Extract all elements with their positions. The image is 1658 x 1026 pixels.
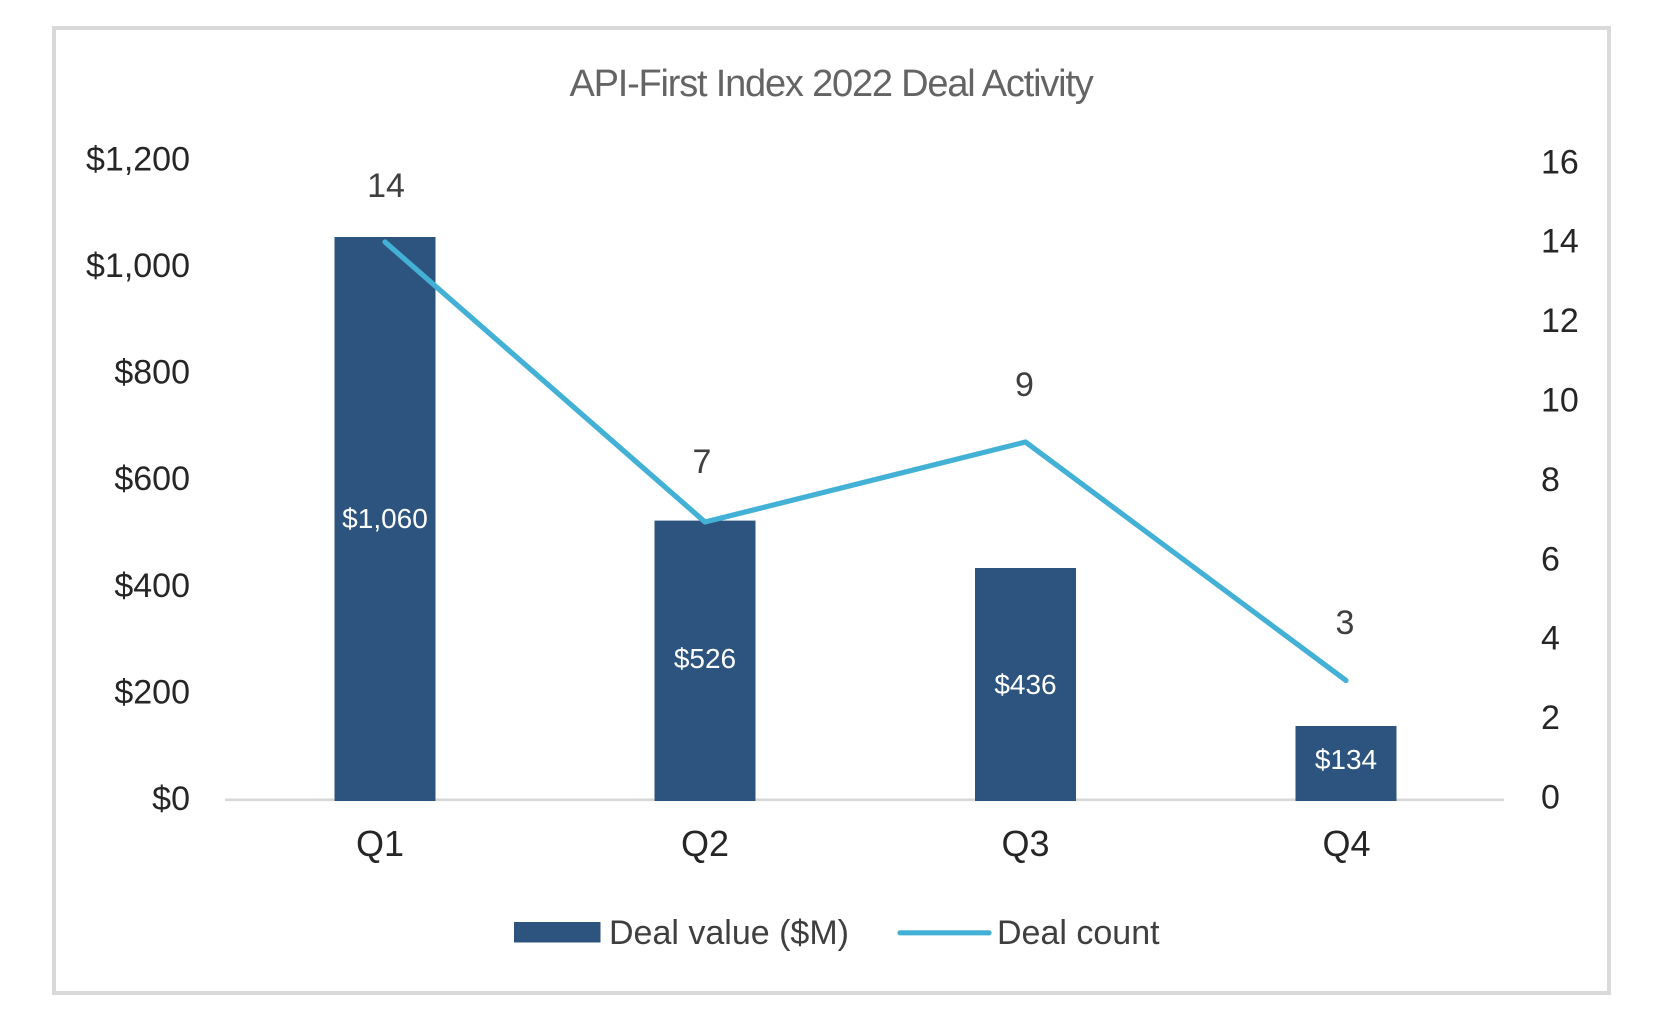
- svg-text:Q2: Q2: [681, 823, 729, 864]
- svg-text:API-First Index 2022 Deal Acti: API-First Index 2022 Deal Activity: [569, 63, 1093, 105]
- svg-text:14: 14: [1541, 223, 1579, 261]
- svg-text:14: 14: [367, 167, 405, 205]
- svg-text:Q1: Q1: [356, 823, 404, 864]
- svg-text:Q4: Q4: [1322, 823, 1370, 864]
- svg-text:9: 9: [1015, 366, 1034, 404]
- svg-text:Deal count: Deal count: [997, 914, 1160, 952]
- svg-text:$436: $436: [994, 669, 1056, 700]
- svg-text:7: 7: [693, 443, 712, 481]
- svg-text:$800: $800: [114, 354, 190, 392]
- svg-text:$0: $0: [152, 780, 190, 818]
- svg-text:$600: $600: [114, 460, 190, 498]
- svg-text:$200: $200: [114, 673, 190, 711]
- svg-text:$1,060: $1,060: [342, 503, 428, 534]
- svg-text:10: 10: [1541, 382, 1579, 420]
- svg-text:$1,200: $1,200: [86, 140, 190, 178]
- svg-text:6: 6: [1541, 540, 1560, 578]
- svg-text:$134: $134: [1315, 744, 1377, 775]
- svg-text:$526: $526: [674, 643, 736, 674]
- svg-text:Deal value ($M): Deal value ($M): [609, 914, 849, 952]
- svg-text:8: 8: [1541, 461, 1560, 499]
- svg-text:16: 16: [1541, 143, 1579, 181]
- svg-text:4: 4: [1541, 620, 1560, 658]
- svg-text:12: 12: [1541, 302, 1579, 340]
- svg-text:Q3: Q3: [1001, 823, 1049, 864]
- svg-text:$400: $400: [114, 567, 190, 605]
- svg-text:$1,000: $1,000: [86, 247, 190, 285]
- svg-text:3: 3: [1336, 604, 1355, 642]
- svg-text:0: 0: [1541, 779, 1560, 817]
- svg-text:2: 2: [1541, 699, 1560, 737]
